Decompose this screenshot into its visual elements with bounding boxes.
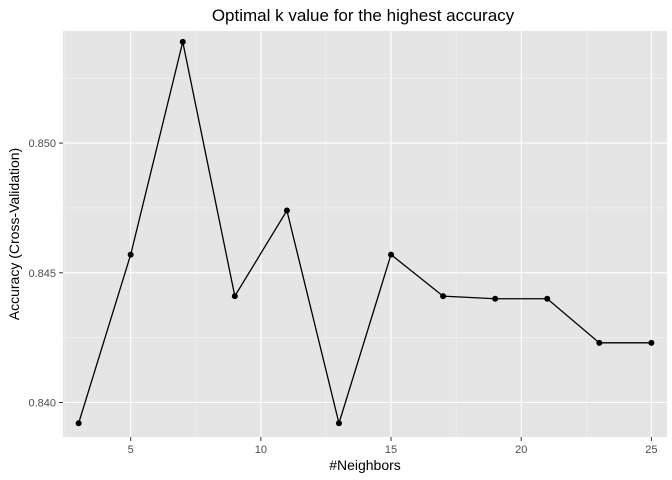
x-tick-label: 15 xyxy=(385,444,397,456)
data-point xyxy=(231,293,238,300)
data-point xyxy=(335,420,342,427)
data-point xyxy=(75,420,82,427)
x-tick-label: 25 xyxy=(645,444,657,456)
y-tick-label: 0.840 xyxy=(28,397,56,409)
x-tick-label: 20 xyxy=(515,444,527,456)
x-axis-title: #Neighbors xyxy=(329,457,401,473)
data-point xyxy=(596,339,603,346)
y-axis-ticks: 0.840 0.845 0.850 xyxy=(28,138,63,409)
data-point xyxy=(179,38,186,45)
x-tick-label: 5 xyxy=(128,444,134,456)
data-point xyxy=(127,251,134,258)
data-series xyxy=(75,38,655,427)
x-axis-ticks: 5 10 15 20 25 xyxy=(128,437,658,456)
y-tick-label: 0.850 xyxy=(28,138,56,150)
x-tick-label: 10 xyxy=(255,444,267,456)
data-point xyxy=(492,295,499,302)
major-gridlines xyxy=(63,31,667,437)
y-axis-title: Accuracy (Cross-Validation) xyxy=(6,148,22,320)
plot-panel xyxy=(63,31,667,437)
data-point xyxy=(283,207,290,214)
y-tick-label: 0.845 xyxy=(28,268,56,280)
series-line xyxy=(77,41,652,426)
data-point xyxy=(544,295,551,302)
data-point xyxy=(648,339,655,346)
data-point xyxy=(440,293,447,300)
chart-title: Optimal k value for the highest accuracy xyxy=(212,6,515,25)
data-point xyxy=(388,251,395,258)
